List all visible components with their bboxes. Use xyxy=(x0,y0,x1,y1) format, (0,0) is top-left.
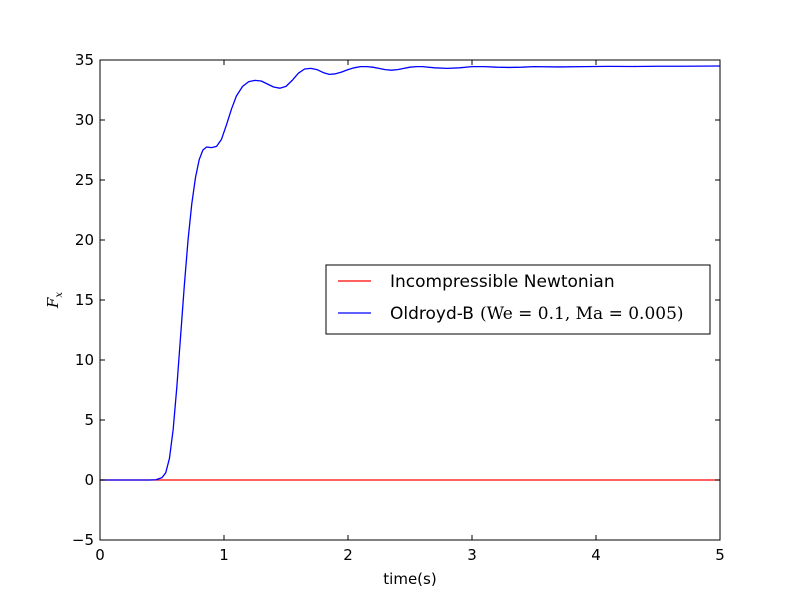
x-tick-label: 5 xyxy=(715,546,725,564)
y-axis-label-subscript: x xyxy=(54,292,65,298)
y-tick-label: −5 xyxy=(72,531,94,549)
legend-label-oldroyd: Oldroyd-B (We = 0.1, Ma = 0.005) xyxy=(390,304,684,324)
y-tick-label: 10 xyxy=(75,351,94,369)
y-axis-label: Fx xyxy=(44,292,65,309)
legend: Incompressible Newtonian Oldroyd-B (We = … xyxy=(325,264,711,335)
y-tick-label: 15 xyxy=(75,291,94,309)
legend-label-newtonian: Incompressible Newtonian xyxy=(390,272,615,292)
y-tick-label: 30 xyxy=(75,111,94,129)
legend-label-oldroyd-name: Oldroyd-B xyxy=(390,304,474,324)
y-axis-label-symbol: F xyxy=(44,297,62,309)
y-tick-label: 35 xyxy=(75,51,94,69)
y-tick-label: 5 xyxy=(84,411,94,429)
series-layer xyxy=(100,65,721,481)
x-tick-label: 4 xyxy=(591,546,601,564)
x-axis-label: time(s) xyxy=(383,570,436,588)
y-tick-label: 0 xyxy=(84,471,94,489)
x-tick-label: 1 xyxy=(219,546,229,564)
y-tick-label: 25 xyxy=(75,171,94,189)
legend-label-oldroyd-params: (We = 0.1, Ma = 0.005) xyxy=(480,304,684,324)
y-tick-label: 20 xyxy=(75,231,94,249)
x-tick-label: 0 xyxy=(95,546,105,564)
x-tick-label: 3 xyxy=(467,546,477,564)
legend-box xyxy=(325,264,711,335)
x-tick-label: 2 xyxy=(343,546,353,564)
series-line-1 xyxy=(100,65,721,481)
